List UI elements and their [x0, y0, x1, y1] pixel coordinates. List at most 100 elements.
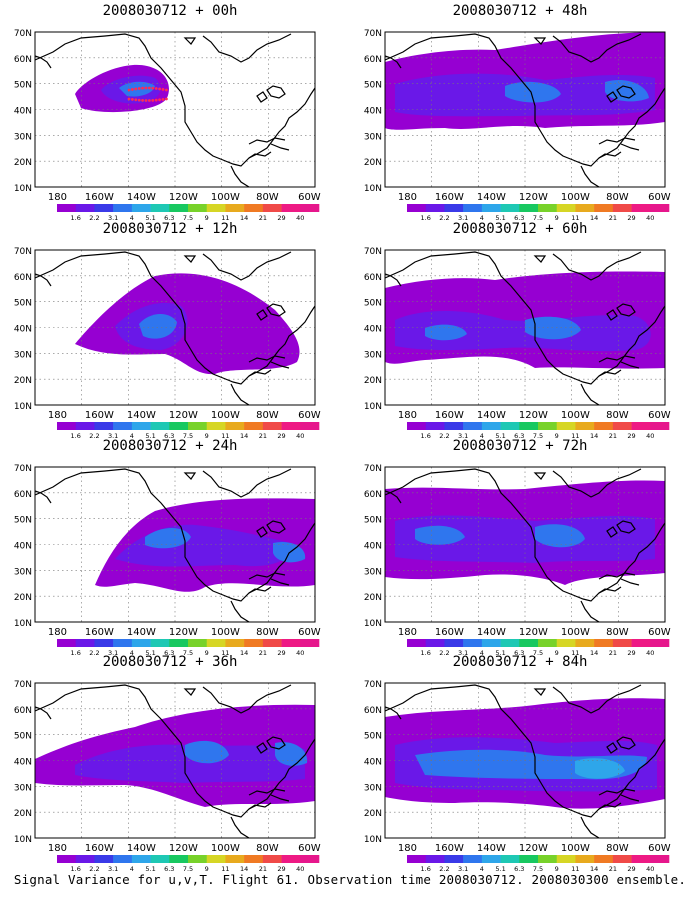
- colorbar-label: 29: [277, 214, 285, 222]
- colorbar-label: 21: [609, 865, 617, 873]
- colorbar-label: 29: [277, 865, 285, 873]
- colorbar-label: 21: [609, 432, 617, 440]
- colorbar-swatch: [538, 204, 558, 212]
- lon-label: 80W: [256, 627, 279, 638]
- forecast-map: 70N 60N 50N 40N 30N 20N 10N 180 160W 140W 120W 100W…: [14, 680, 321, 873]
- coastline: [35, 468, 315, 602]
- coastline: [580, 383, 600, 405]
- colorbar-swatch: [57, 639, 77, 647]
- coastline: [385, 33, 665, 167]
- lon-label: 80W: [606, 627, 629, 638]
- coastline: [202, 684, 292, 714]
- colorbar-label: 3.1: [108, 432, 118, 440]
- colorbar-label: 2.2: [89, 649, 99, 657]
- lat-label: 70N: [14, 247, 32, 257]
- colorbar: 1.6 2.2 3.1 4 5.1 6.3 7.5 9 11 14 21 29 40: [407, 855, 670, 873]
- colorbar-swatch: [225, 639, 245, 647]
- colorbar-swatch: [169, 422, 189, 430]
- colorbar-label: 6.3: [164, 432, 174, 440]
- coastline: [606, 309, 618, 321]
- lat-label: 50N: [14, 81, 32, 91]
- coastline: [616, 85, 636, 99]
- lon-label: 100W: [211, 410, 240, 421]
- lat-label: 20N: [364, 809, 382, 819]
- colorbar-swatch: [188, 422, 208, 430]
- lat-label: 60N: [14, 490, 32, 500]
- lon-label: 140W: [127, 192, 156, 203]
- lat-label: 50N: [364, 81, 382, 91]
- lat-label: 60N: [364, 273, 382, 283]
- lon-label: 100W: [561, 843, 590, 854]
- variance-field: [575, 758, 625, 779]
- coastline: [385, 468, 665, 602]
- lat-label: 10N: [364, 402, 382, 412]
- colorbar-swatch: [481, 422, 501, 430]
- colorbar-label: 4: [130, 865, 134, 873]
- lon-label: 120W: [519, 627, 548, 638]
- lon-label: 160W: [435, 843, 464, 854]
- coastline: [248, 788, 286, 796]
- coastline: [35, 706, 52, 720]
- coastline: [230, 165, 250, 187]
- lat-label: 50N: [364, 516, 382, 526]
- colorbar-swatch: [94, 855, 114, 863]
- panel-title: 2008030712 + 84h: [452, 654, 588, 670]
- coastline: [248, 586, 272, 594]
- lat-label: 40N: [14, 758, 32, 768]
- coastline: [256, 309, 268, 321]
- variance-field: [525, 316, 581, 340]
- lat-label: 20N: [364, 158, 382, 168]
- coastline: [598, 355, 636, 363]
- colorbar-label: 3.1: [108, 214, 118, 222]
- colorbar-label: 14: [590, 649, 598, 657]
- colorbar-swatch: [500, 855, 520, 863]
- panel-title: 2008030712 + 24h: [102, 438, 238, 454]
- colorbar-label: 40: [296, 432, 304, 440]
- panel-title: 2008030712 + 36h: [102, 654, 238, 670]
- coastline: [35, 273, 52, 287]
- colorbar: 1.6 2.2 3.1 4 5.1 6.3 7.5 9 11 14 21 29 40: [57, 204, 320, 222]
- colorbar-label: 3.1: [108, 649, 118, 657]
- lon-label: 160W: [435, 410, 464, 421]
- coastline: [620, 361, 640, 369]
- colorbar: 1.6 2.2 3.1 4 5.1 6.3 7.5 9 11 14 21 29 40: [407, 422, 670, 440]
- colorbar-swatch: [131, 204, 151, 212]
- colorbar-label: 2.2: [89, 214, 99, 222]
- colorbar-label: 11: [571, 649, 579, 657]
- coastline: [620, 794, 640, 802]
- variance-field: [185, 740, 229, 764]
- colorbar-label: 29: [627, 432, 635, 440]
- colorbar-swatch: [169, 855, 189, 863]
- colorbar-label: 29: [627, 865, 635, 873]
- lon-label: 60W: [648, 843, 671, 854]
- colorbar-swatch: [463, 422, 483, 430]
- colorbar-label: 3.1: [458, 214, 468, 222]
- colorbar-swatch: [113, 204, 133, 212]
- coastline: [598, 802, 622, 810]
- coastline: [202, 251, 292, 281]
- colorbar-swatch: [281, 855, 301, 863]
- lat-label: 60N: [14, 706, 32, 716]
- lat-label: 70N: [14, 680, 32, 690]
- lon-label: 160W: [85, 410, 114, 421]
- colorbar-swatch: [300, 422, 320, 430]
- coastline: [552, 468, 642, 498]
- lon-label: 140W: [127, 627, 156, 638]
- colorbar-label: 1.6: [421, 432, 431, 440]
- lon-label: 120W: [519, 410, 548, 421]
- lon-label: 180: [48, 843, 67, 854]
- colorbar-swatch: [425, 639, 445, 647]
- colorbar-swatch: [206, 855, 226, 863]
- forecast-map: 70N 60N 50N 40N 30N 20N 10N 180 160W 140W 120W 100W…: [364, 464, 671, 657]
- forecast-map: 70N 60N 50N 40N 30N 20N 10N 180 160W 140W 120W 100W…: [364, 247, 671, 440]
- lat-label: 40N: [14, 542, 32, 552]
- colorbar-label: 2.2: [439, 649, 449, 657]
- lon-label: 140W: [477, 627, 506, 638]
- colorbar-label: 5.1: [495, 865, 505, 873]
- colorbar-label: 5.1: [495, 649, 505, 657]
- coastline: [385, 490, 402, 504]
- lat-label: 50N: [14, 299, 32, 309]
- lat-label: 10N: [14, 402, 32, 412]
- colorbar-swatch: [519, 204, 539, 212]
- coastline: [248, 137, 286, 145]
